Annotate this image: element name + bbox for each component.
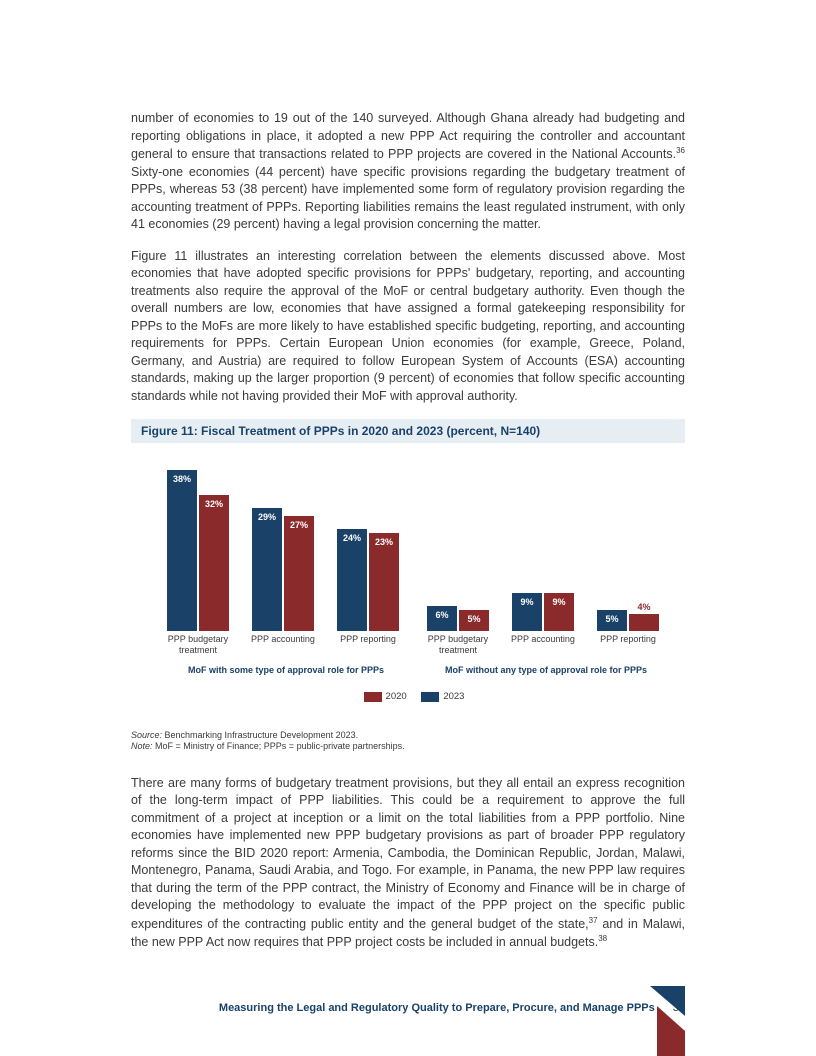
bar-2020: 32%: [199, 495, 229, 631]
bar-2020: 4%: [629, 614, 659, 631]
bar-2020-value: 4%: [629, 602, 659, 614]
p1-text-a: number of economies to 19 out of the 140…: [131, 111, 685, 161]
p1-text-b: Sixty-one economies (44 percent) have sp…: [131, 165, 685, 232]
category-label: PPP budgetary treatment: [158, 634, 238, 655]
chart: 38% 32% PPP budgetary treatment 29%27% PPP a…: [147, 461, 685, 661]
bar-2020: 5%: [459, 610, 489, 631]
chart-legend: 2020 2023: [131, 691, 685, 702]
bar-2023-value: 38%: [167, 474, 197, 486]
bar-2023: 5%: [597, 610, 627, 631]
bar-2023: 24%: [337, 529, 367, 631]
bar-2020-value: 23%: [369, 537, 399, 549]
note-label: Note:: [131, 741, 153, 751]
bar-2023: 9%: [512, 593, 542, 631]
paragraph-3: There are many forms of budgetary treatm…: [131, 775, 685, 952]
source-text: Benchmarking Infrastructure Development …: [162, 730, 358, 740]
bar-2023-value: 9%: [512, 597, 542, 609]
bar-2023: 6%: [427, 606, 457, 632]
legend-swatch-2020: [364, 692, 382, 702]
corner-decoration: [635, 986, 685, 1056]
legend-swatch-2023: [421, 692, 439, 702]
bar-2020-value: 9%: [544, 597, 574, 609]
category-label: PPP accounting: [503, 634, 583, 644]
bar-2020-value: 27%: [284, 520, 314, 532]
bar-2023-value: 24%: [337, 533, 367, 545]
source-note: Source: Benchmarking Infrastructure Deve…: [131, 730, 685, 753]
figure-title: Figure 11: Fiscal Treatment of PPPs in 2…: [131, 419, 685, 443]
group-label-without-approval: MoF without any type of approval role fo…: [427, 665, 665, 675]
legend-label-2020: 2020: [386, 691, 407, 702]
bar-2023: 29%: [252, 508, 282, 631]
bar-2020: 9%: [544, 593, 574, 631]
bar-2023-value: 5%: [597, 614, 627, 626]
footnote-38: 38: [598, 934, 607, 943]
category-label: PPP reporting: [588, 634, 668, 644]
footnote-36: 36: [676, 146, 685, 155]
footnote-37: 37: [589, 916, 598, 925]
p3-text-a: There are many forms of budgetary treatm…: [131, 776, 685, 931]
bar-2020-value: 32%: [199, 499, 229, 511]
bar-2023-value: 29%: [252, 512, 282, 524]
page-footer: Measuring the Legal and Regulatory Quali…: [0, 998, 816, 1016]
category-label: PPP budgetary treatment: [418, 634, 498, 655]
bar-2020: 27%: [284, 516, 314, 631]
bar-2023: 38%: [167, 470, 197, 632]
bar-2023-value: 6%: [427, 610, 457, 622]
bar-2020: 23%: [369, 533, 399, 631]
bar-2020-value: 5%: [459, 614, 489, 626]
category-label: PPP reporting: [328, 634, 408, 644]
paragraph-2: Figure 11 illustrates an interesting cor…: [131, 248, 685, 406]
source-label: Source:: [131, 730, 162, 740]
category-label: PPP accounting: [243, 634, 323, 644]
footer-title: Measuring the Legal and Regulatory Quali…: [219, 1002, 655, 1014]
note-text: MoF = Ministry of Finance; PPPs = public…: [153, 741, 405, 751]
legend-label-2023: 2023: [443, 691, 464, 702]
paragraph-1: number of economies to 19 out of the 140…: [131, 110, 685, 234]
group-label-with-approval: MoF with some type of approval role for …: [167, 665, 405, 675]
